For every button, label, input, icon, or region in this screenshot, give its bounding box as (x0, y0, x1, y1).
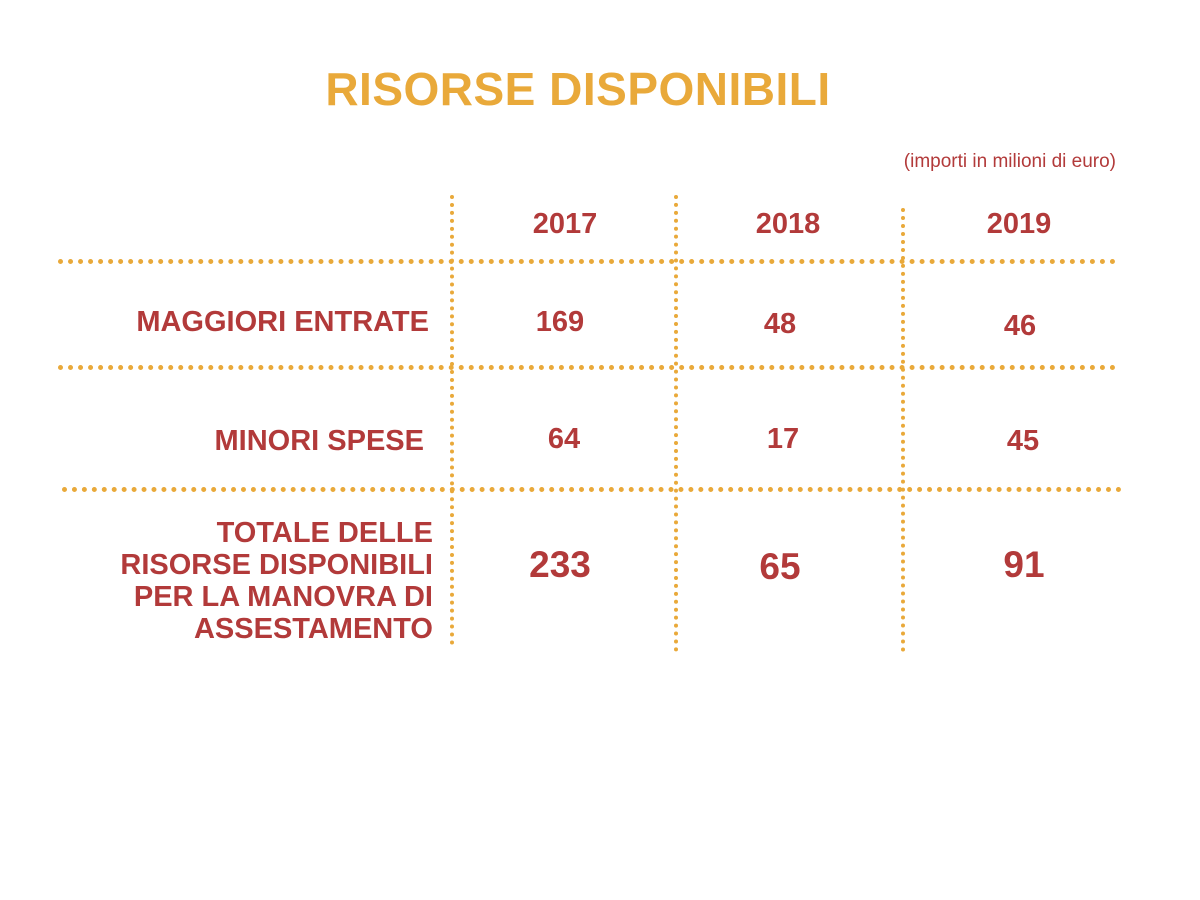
value-maggiori-entrate-2017: 169 (535, 306, 585, 338)
value-minori-spese-2017: 64 (547, 423, 581, 455)
value-minori-spese-2019: 45 (1006, 425, 1040, 457)
row-divider-1 (58, 365, 1116, 370)
value-minori-spese-2018: 17 (766, 423, 800, 455)
row-divider-2 (62, 487, 1122, 492)
value-maggiori-entrate-2018: 48 (763, 308, 797, 340)
row-label-totale: TOTALE DELLE RISORSE DISPONIBILI PER LA … (13, 517, 433, 645)
row-label-totale-line-1: TOTALE DELLE (216, 517, 433, 549)
column-header-2017: 2017 (532, 208, 598, 240)
value-maggiori-entrate-2019: 46 (1003, 310, 1037, 342)
column-divider-3 (901, 208, 905, 652)
value-totale-2019: 91 (1003, 544, 1045, 585)
value-totale-2017: 233 (529, 544, 591, 585)
column-header-2019: 2019 (986, 208, 1052, 240)
value-totale-2018: 65 (759, 546, 801, 587)
column-divider-2 (674, 195, 678, 652)
row-label-totale-line-4: ASSESTAMENTO (193, 613, 433, 645)
column-divider-1 (450, 195, 454, 645)
row-label-minori-spese: MINORI SPESE (214, 425, 425, 457)
chart-title: RISORSE DISPONIBILI (325, 63, 831, 115)
row-label-maggiori-entrate: MAGGIORI ENTRATE (136, 306, 429, 338)
row-label-totale-line-2: RISORSE DISPONIBILI (120, 549, 433, 581)
units-note: (importi in milioni di euro) (903, 151, 1116, 172)
row-label-totale-line-3: PER LA MANOVRA DI (133, 581, 433, 613)
column-header-2018: 2018 (755, 208, 821, 240)
row-divider-header (58, 259, 1116, 264)
